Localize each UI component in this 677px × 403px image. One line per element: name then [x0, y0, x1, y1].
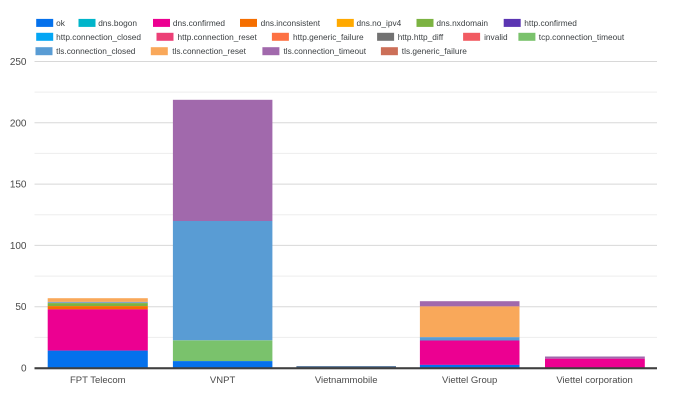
svg-text:tls.connection_timeout: tls.connection_timeout — [284, 46, 367, 56]
svg-text:Vietnammobile: Vietnammobile — [315, 375, 378, 386]
svg-text:tls.connection_closed: tls.connection_closed — [56, 46, 136, 56]
svg-text:200: 200 — [10, 118, 27, 129]
svg-text:invalid: invalid — [484, 32, 508, 42]
svg-text:dns.confirmed: dns.confirmed — [173, 18, 225, 28]
svg-text:ok: ok — [56, 18, 66, 28]
svg-text:dns.no_ipv4: dns.no_ipv4 — [357, 18, 402, 28]
svg-text:http.connection_reset: http.connection_reset — [178, 32, 258, 42]
svg-text:dns.inconsistent: dns.inconsistent — [261, 18, 321, 28]
svg-text:http.generic_failure: http.generic_failure — [293, 32, 364, 42]
svg-text:dns.nxdomain: dns.nxdomain — [436, 18, 488, 28]
svg-text:250: 250 — [10, 57, 27, 68]
svg-text:tls.generic_failure: tls.generic_failure — [402, 46, 467, 56]
svg-text:Viettel Group: Viettel Group — [442, 375, 497, 386]
svg-text:tls.connection_reset: tls.connection_reset — [172, 46, 246, 56]
svg-text:VNPT: VNPT — [210, 375, 236, 386]
svg-text:dns.bogon: dns.bogon — [98, 18, 137, 28]
svg-text:http.connection_closed: http.connection_closed — [56, 32, 141, 42]
svg-text:http.http_diff: http.http_diff — [398, 32, 444, 42]
svg-text:Viettel corporation: Viettel corporation — [556, 375, 632, 386]
svg-text:150: 150 — [10, 180, 27, 191]
svg-text:tcp.connection_timeout: tcp.connection_timeout — [539, 32, 625, 42]
svg-text:FPT Telecom: FPT Telecom — [70, 375, 126, 386]
svg-text:0: 0 — [21, 364, 27, 375]
svg-text:http.confirmed: http.confirmed — [524, 18, 577, 28]
svg-text:100: 100 — [10, 241, 27, 252]
svg-text:50: 50 — [15, 302, 27, 313]
